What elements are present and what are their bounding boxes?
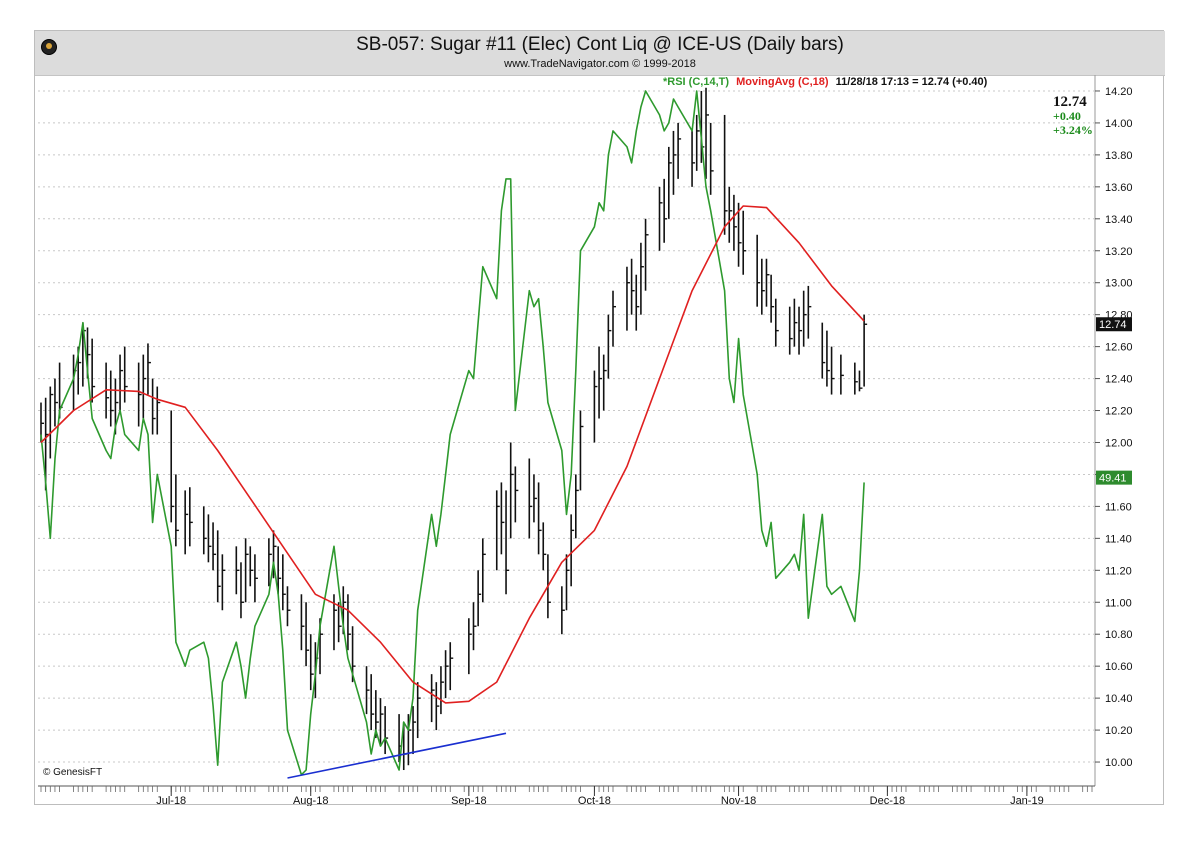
legend-rsi: *RSI (C,14,T)	[663, 76, 730, 88]
y-tick-label: 13.80	[1105, 150, 1133, 162]
y-tick-label: 13.60	[1105, 182, 1133, 194]
y-tick-label: 11.40	[1105, 533, 1132, 545]
rsi-value-tag: 49.41	[1099, 473, 1127, 485]
y-tick-label: 13.40	[1105, 214, 1133, 226]
indicator-legend: *RSI (C,14,T) MovingAvg (C,18) 11/28/18 …	[663, 76, 987, 88]
x-tick-label: Jul-18	[156, 795, 186, 806]
chart-header: SB-057: Sugar #11 (Elec) Cont Liq @ ICE-…	[35, 31, 1165, 76]
y-tick-label: 13.20	[1105, 246, 1133, 258]
rsi-value-tag-bg	[1096, 470, 1132, 485]
last-price: 12.74	[1053, 94, 1087, 110]
quote-box: 12.74 +0.40 +3.24%	[1053, 94, 1093, 138]
y-tick-label: 12.60	[1105, 342, 1133, 354]
legend-last-quote: 11/28/18 17:13 = 12.74 (+0.40)	[835, 76, 988, 88]
last-price-tag: 12.74	[1099, 319, 1127, 331]
y-tick-label: 10.00	[1105, 757, 1133, 769]
y-tick-label: 13.00	[1105, 278, 1133, 290]
x-tick-label: Aug-18	[293, 795, 328, 806]
y-tick-label: 12.40	[1105, 374, 1133, 386]
x-tick-label: Dec-18	[870, 795, 905, 806]
chart-title: SB-057: Sugar #11 (Elec) Cont Liq @ ICE-…	[356, 34, 844, 55]
data-source-watermark: © GenesisFT	[43, 767, 103, 778]
x-tick-label: Sep-18	[451, 795, 486, 806]
x-tick-label: Nov-18	[721, 795, 756, 806]
y-tick-label: 10.80	[1105, 629, 1133, 641]
y-tick-label: 10.20	[1105, 725, 1133, 737]
y-tick-label: 10.40	[1105, 693, 1133, 705]
legend-moving-average: MovingAvg (C,18)	[736, 76, 829, 88]
y-tick-label: 14.00	[1105, 118, 1133, 130]
price-chart[interactable]: 14.2014.0013.8013.6013.4013.2013.0012.80…	[35, 31, 1165, 806]
y-tick-label: 12.00	[1105, 437, 1133, 449]
moving-average-line	[40, 205, 865, 704]
y-tick-label: 11.00	[1105, 597, 1132, 609]
y-tick-label: 11.20	[1105, 565, 1132, 577]
support-trendline	[287, 732, 507, 779]
y-tick-label: 12.20	[1105, 406, 1133, 418]
y-tick-label: 10.60	[1105, 661, 1133, 673]
price-change: +0.40	[1053, 109, 1081, 123]
x-tick-label: Oct-18	[578, 795, 611, 806]
chart-frame: SB-057: Sugar #11 (Elec) Cont Liq @ ICE-…	[34, 30, 1165, 806]
y-tick-label: 14.20	[1105, 86, 1133, 98]
rsi-line	[40, 90, 865, 776]
percent-change: +3.24%	[1053, 123, 1093, 137]
last-price-tag-bg	[1096, 317, 1132, 332]
copyright-text: www.TradeNavigator.com © 1999-2018	[504, 58, 696, 70]
y-tick-label: 11.60	[1105, 501, 1132, 513]
app-logo-icon	[41, 39, 57, 55]
x-tick-label: Jan-19	[1010, 795, 1044, 806]
